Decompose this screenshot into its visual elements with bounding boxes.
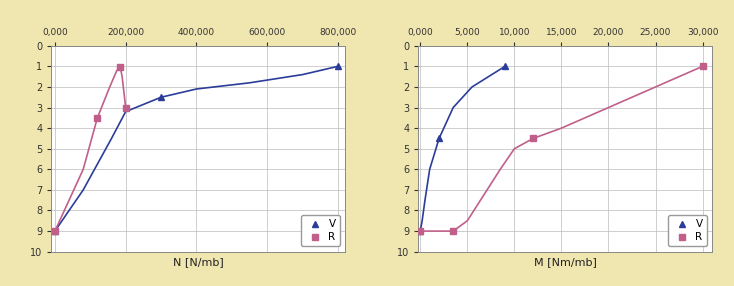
Legend: V, R: V, R [302,215,340,247]
R [121,106,130,109]
R [116,66,125,69]
V [435,137,443,140]
R [416,229,425,233]
Line: V: V [417,63,509,235]
V [333,65,342,68]
Legend: V, R: V, R [669,215,707,247]
V [501,65,509,68]
Line: R: R [417,63,705,234]
R [448,229,457,233]
X-axis label: N [N/mb]: N [N/mb] [172,257,224,267]
Line: V: V [51,63,341,235]
X-axis label: M [Nm/mb]: M [Nm/mb] [534,257,597,267]
R [528,137,537,140]
V [416,229,425,233]
R [51,229,59,233]
V [156,96,165,99]
R [93,116,102,120]
R [698,65,707,68]
V [51,229,59,233]
Line: R: R [52,64,128,234]
